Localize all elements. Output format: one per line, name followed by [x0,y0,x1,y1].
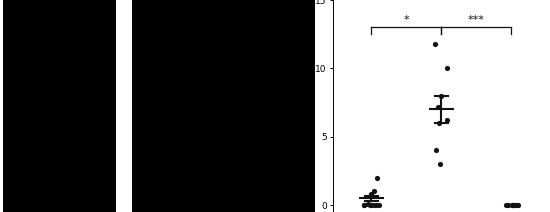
Point [508,204,516,207]
Text: ***: *** [468,15,485,25]
Point [509,204,518,207]
Point [442,119,451,122]
Point [508,204,516,207]
Text: A.: A. [3,6,18,19]
Point [436,162,444,166]
Point [510,204,519,207]
Point [370,190,379,193]
Point [371,204,380,207]
Point [367,204,376,207]
Point [437,94,446,98]
Point [443,67,452,70]
Point [502,204,511,207]
Point [366,204,375,207]
Y-axis label: Tumor counts: Tumor counts [300,71,310,141]
Point [503,204,512,207]
Point [433,105,442,108]
Point [434,121,443,125]
Text: *: * [404,15,409,25]
Point [360,204,368,207]
Point [432,149,441,152]
FancyBboxPatch shape [132,0,315,212]
Point [372,176,381,180]
Point [363,202,372,205]
Point [431,42,440,45]
Point [513,204,522,207]
Point [360,204,368,207]
Point [513,204,521,207]
Point [375,204,384,207]
Text: B.: B. [285,0,299,2]
Point [367,204,376,207]
Point [509,204,518,207]
FancyBboxPatch shape [3,0,117,212]
Point [367,192,376,196]
Point [372,204,381,207]
